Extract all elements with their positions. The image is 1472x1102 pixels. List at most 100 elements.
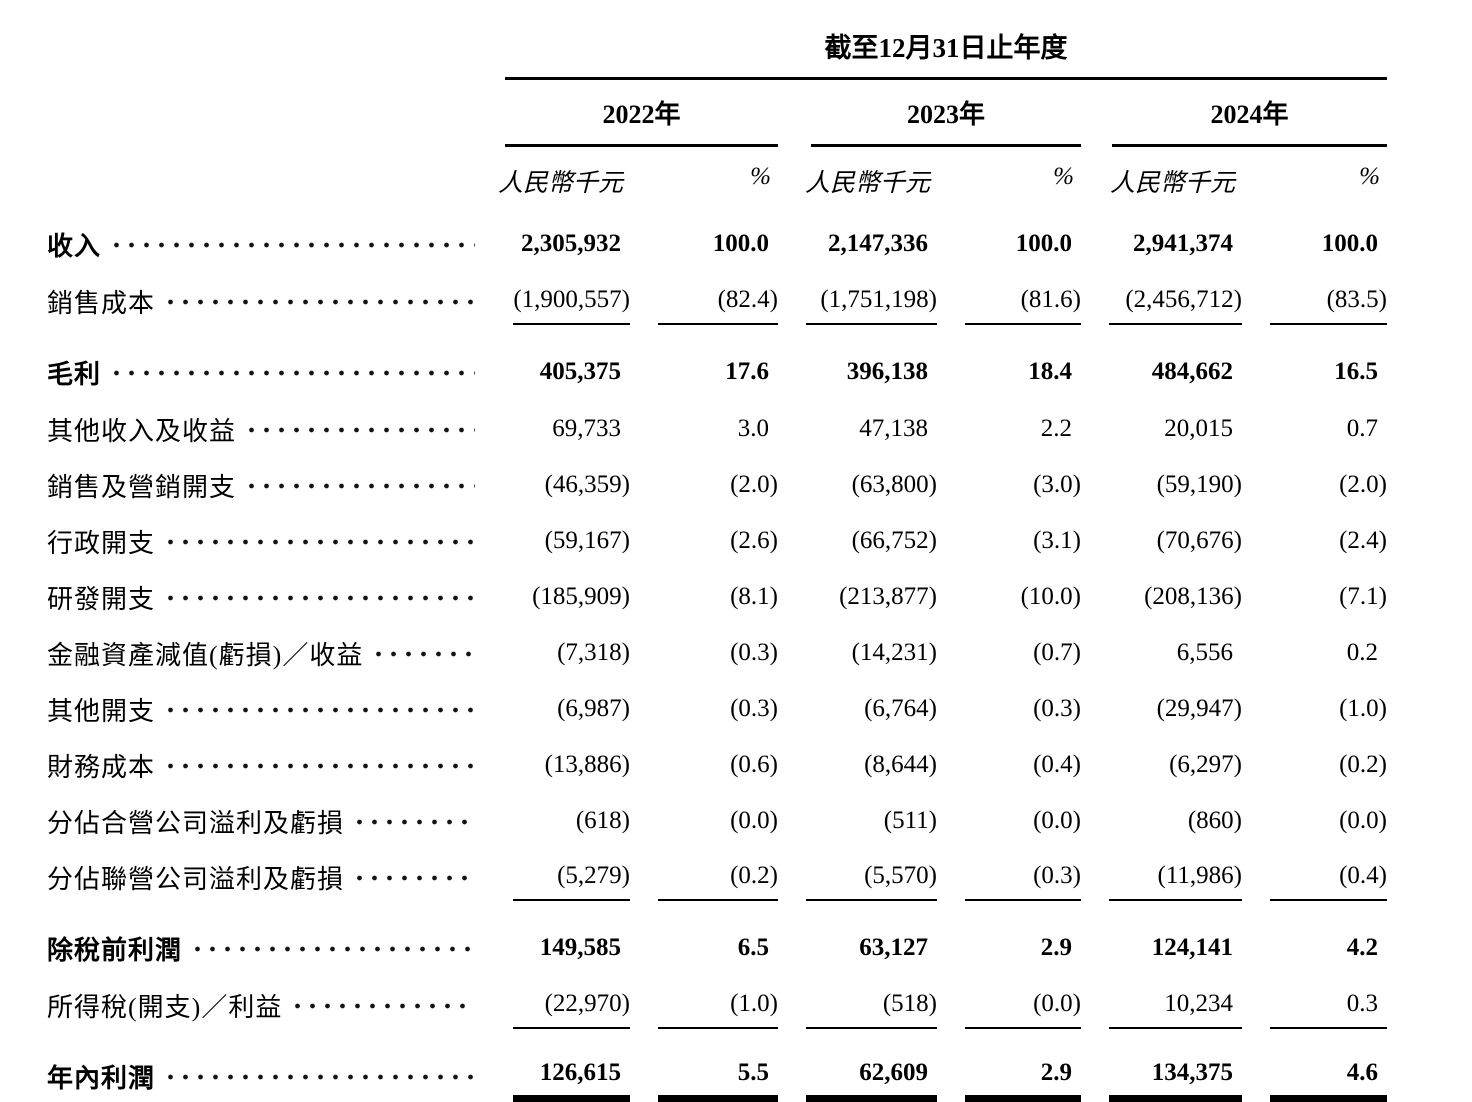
table-row: 銷售及營銷開支 (46,359) (2.0) (63,800) (3.0) (5… [47,457,1387,513]
row-label-cell: 財務成本 [47,746,485,784]
value-cell-2024-pct: (83.5) [1270,286,1387,325]
table-row: 其他開支 (6,987) (0.3) (6,764) (0.3) (29,947… [47,681,1387,737]
value-cell-2024-amount: (59,190) [1156,471,1242,498]
dot-leader [290,986,475,1024]
value-cell-2023-amount: (63,800) [851,471,937,498]
row-label-cell: 年內利潤 [47,1057,485,1095]
value-cell-2022-pct: (0.0) [730,807,778,834]
row-label: 分佔聯營公司溢利及虧損 [47,864,345,894]
value-cell-2024-pct: 4.6 [1270,1059,1387,1102]
row-label-cell: 分佔聯營公司溢利及虧損 [47,858,485,896]
row-label-cell: 分佔合營公司溢利及虧損 [47,802,485,840]
value-cell-2022-pct: 6.5 [737,934,769,961]
value-cell-2023-pct: 18.4 [1028,358,1072,385]
value-cell-2023-pct: (3.0) [1033,471,1081,498]
value-cell-2022-pct: (2.0) [730,471,778,498]
value-cell-2024-pct: 0.7 [1346,415,1378,442]
value-cell-2023-amount: (518) [806,990,937,1029]
unit-label-pct: % [750,163,771,190]
value-cell-2023-pct: (10.0) [1020,583,1081,610]
value-cell-2022-pct: (0.2) [658,862,778,901]
value-cell-2022-amount: 149,585 [539,934,621,961]
value-cell-2022-amount: 126,615 [513,1059,630,1102]
unit-label-rmb: 人民幣千元 [497,170,623,197]
value-cell-2023-amount: (5,570) [806,862,937,901]
row-label-cell: 其他開支 [47,690,485,728]
table-row: 分佔聯營公司溢利及虧損 (5,279) (0.2) (5,570) (0.3) … [47,849,1387,905]
value-cell-2023-pct: (0.7) [1033,639,1081,666]
year-header-2022: 2022年 [505,94,778,147]
value-cell-2023-pct: 2.9 [965,1059,1081,1102]
table-row: 毛利 405,375 17.6 396,138 18.4 484,662 16.… [47,343,1387,401]
row-label: 金融資產減值(虧損)／收益 [47,640,364,670]
row-label-cell: 金融資產減值(虧損)／收益 [47,634,485,672]
value-cell-2022-amount: (22,970) [513,990,630,1029]
value-cell-2022-pct: (0.3) [730,639,778,666]
value-cell-2022-pct: (8.1) [730,583,778,610]
value-cell-2024-amount: 10,234 [1109,990,1242,1029]
income-statement-table: 截至12月31日止年度 2022年 2023年 2024年 人民幣千元 % 人民… [47,26,1387,1102]
dot-leader [163,522,475,560]
value-cell-2023-pct: (3.1) [1033,527,1081,554]
value-cell-2024-amount: (2,456,712) [1109,286,1242,325]
value-cell-2023-amount: 396,138 [846,358,928,385]
value-cell-2024-pct: (2.4) [1339,527,1387,554]
value-cell-2024-pct: (0.2) [1339,751,1387,778]
value-cell-2023-pct: (0.3) [1033,695,1081,722]
dot-leader [163,746,475,784]
row-label-cell: 除稅前利潤 [47,929,485,967]
value-cell-2024-amount: 20,015 [1164,415,1233,442]
value-cell-2023-amount: (66,752) [851,527,937,554]
row-label-cell: 其他收入及收益 [47,410,485,448]
value-cell-2022-amount: (46,359) [544,471,630,498]
dot-leader [244,466,475,504]
value-cell-2023-pct: (0.0) [965,990,1081,1029]
table-header-units: 人民幣千元 % 人民幣千元 % 人民幣千元 % [47,163,1387,199]
value-cell-2022-pct: 17.6 [725,358,769,385]
value-cell-2023-pct: 2.2 [1040,415,1072,442]
table-header-period: 截至12月31日止年度 [47,26,1387,80]
value-cell-2023-amount: (1,751,198) [806,286,937,325]
value-cell-2023-pct: (81.6) [965,286,1081,325]
value-cell-2023-amount: 47,138 [859,415,928,442]
value-cell-2022-amount: 2,305,932 [521,230,621,257]
value-cell-2022-pct: (2.6) [730,527,778,554]
value-cell-2023-pct: 100.0 [1015,230,1072,257]
value-cell-2022-amount: 69,733 [552,415,621,442]
value-cell-2024-amount: (6,297) [1169,751,1242,778]
row-label: 銷售成本 [47,288,156,318]
period-title: 截至12月31日止年度 [505,26,1387,80]
value-cell-2022-amount: (185,909) [532,583,630,610]
value-cell-2024-pct: (0.4) [1270,862,1387,901]
unit-label-rmb: 人民幣千元 [1109,170,1235,197]
value-cell-2024-amount: (208,136) [1144,583,1242,610]
value-cell-2023-amount: (6,764) [864,695,937,722]
row-label: 所得稅(開支)／利益 [47,992,283,1022]
row-label-cell: 銷售及營銷開支 [47,466,485,504]
value-cell-2024-pct: (2.0) [1339,471,1387,498]
unit-label-pct: % [1053,163,1074,190]
value-cell-2022-pct: 100.0 [712,230,769,257]
row-label-cell: 銷售成本 [47,282,485,320]
row-label: 研發開支 [47,584,156,614]
year-header-2024: 2024年 [1112,94,1387,147]
value-cell-2024-amount: (29,947) [1156,695,1242,722]
value-cell-2024-pct: 4.2 [1346,934,1378,961]
row-label-cell: 收入 [47,225,485,263]
dot-leader [190,929,475,967]
value-cell-2022-pct: (82.4) [658,286,778,325]
table-row: 收入 2,305,932 100.0 2,147,336 100.0 2,941… [47,215,1387,273]
value-cell-2024-pct: 16.5 [1334,358,1378,385]
value-cell-2022-pct: 5.5 [658,1059,778,1102]
table-row: 分佔合營公司溢利及虧損 (618) (0.0) (511) (0.0) (860… [47,793,1387,849]
row-label: 除稅前利潤 [47,935,183,965]
spacer-cell [47,163,485,199]
dot-leader [109,353,475,391]
table-row: 財務成本 (13,886) (0.6) (8,644) (0.4) (6,297… [47,737,1387,793]
dot-leader [163,282,475,320]
table-row: 銷售成本 (1,900,557) (82.4) (1,751,198) (81.… [47,273,1387,329]
value-cell-2024-amount: 2,941,374 [1133,230,1233,257]
value-cell-2024-amount: 124,141 [1151,934,1233,961]
value-cell-2023-amount: 2,147,336 [828,230,928,257]
table-row: 研發開支 (185,909) (8.1) (213,877) (10.0) (2… [47,569,1387,625]
